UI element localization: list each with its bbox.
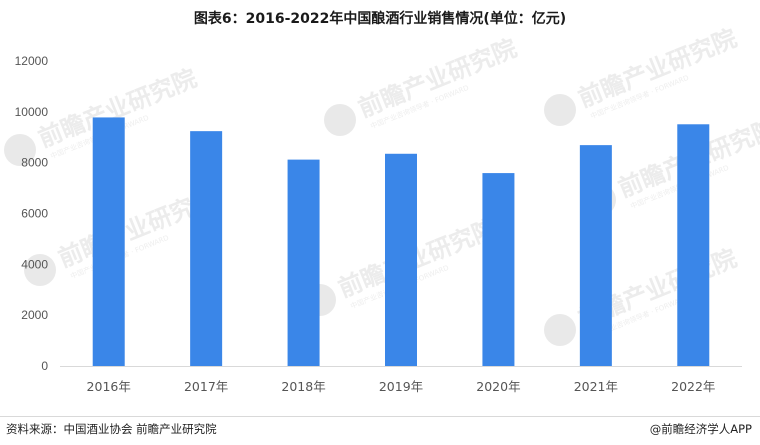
x-tick-label: 2018年	[281, 379, 325, 394]
y-tick-label: 6000	[21, 207, 48, 221]
y-tick-label: 4000	[21, 257, 48, 271]
y-tick-label: 2000	[21, 308, 48, 322]
footer: 资料来源：中国酒业协会 前瞻产业研究院 @前瞻经济学人APP	[0, 416, 760, 445]
bar	[482, 173, 515, 366]
x-tick-label: 2016年	[87, 379, 131, 394]
bar	[385, 153, 417, 366]
y-tick-label: 10000	[15, 105, 49, 119]
y-tick-label: 12000	[15, 54, 49, 68]
watermark-text: 前瞻产业研究院	[574, 24, 740, 113]
x-axis: 2016年 2017年 2018年 2019年 2020年 2021年 2022年	[87, 379, 716, 394]
x-tick-label: 2019年	[379, 379, 423, 394]
x-tick-label: 2020年	[476, 379, 520, 394]
bar	[677, 124, 710, 366]
watermark-logo-icon	[544, 314, 576, 346]
watermark-text: 前瞻产业研究院	[334, 214, 500, 303]
watermark-logo-icon	[24, 254, 56, 286]
source-text: 中国酒业协会 前瞻产业研究院	[63, 422, 217, 436]
x-tick-label: 2021年	[574, 379, 618, 394]
y-tick-label: 0	[41, 359, 48, 373]
watermark-logo-icon	[4, 134, 36, 166]
watermark-logo-icon	[324, 104, 356, 136]
source-note: 资料来源：中国酒业协会 前瞻产业研究院	[6, 421, 217, 437]
y-tick-label: 8000	[21, 156, 48, 170]
bar	[579, 145, 612, 366]
x-tick-label: 2017年	[184, 379, 228, 394]
x-tick-label: 2022年	[671, 379, 715, 394]
brand-credit: @前瞻经济学人APP	[650, 421, 752, 437]
bar	[287, 159, 320, 366]
watermark-text: 前瞻产业研究院	[354, 34, 520, 123]
y-axis: 0 2000 4000 6000 8000 10000 12000	[15, 54, 49, 373]
source-label: 资料来源：	[6, 422, 64, 436]
brand-text: @前瞻经济学人APP	[649, 422, 752, 436]
bar	[92, 117, 125, 366]
watermark-logo-icon	[544, 94, 576, 126]
bar	[190, 131, 223, 366]
bar-series	[92, 117, 710, 366]
footer-divider	[0, 416, 760, 417]
chart-title: 图表6：2016-2022年中国酿酒行业销售情况(单位：亿元)	[193, 11, 567, 27]
